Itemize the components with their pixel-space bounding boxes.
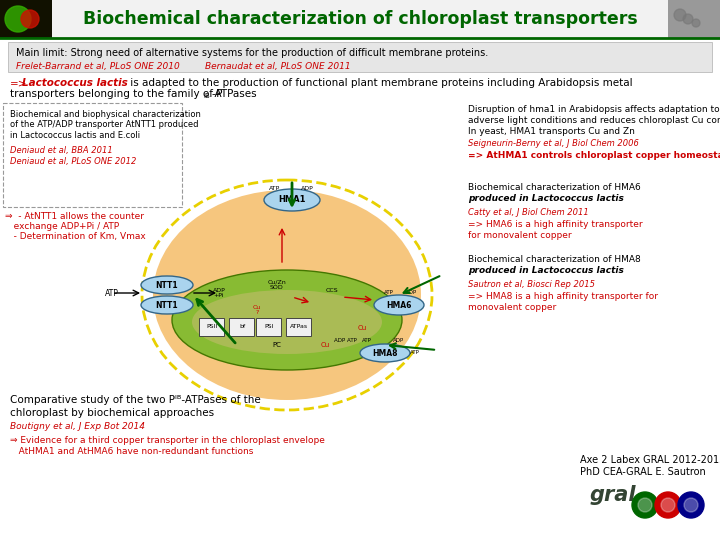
Text: IB: IB <box>203 93 210 99</box>
Text: Biochemical characterization of chloroplast transporters: Biochemical characterization of chloropl… <box>83 10 637 28</box>
Text: -ATPases: -ATPases <box>212 89 258 99</box>
Bar <box>8 42 712 72</box>
Bar <box>0 0 720 38</box>
Text: Cu: Cu <box>357 325 366 331</box>
Text: transporters belonging to the family of P: transporters belonging to the family of … <box>10 89 222 99</box>
Text: ATP: ATP <box>384 291 394 295</box>
Text: HMA6: HMA6 <box>387 300 412 309</box>
Text: is adapted to the production of functional plant membrane proteins including Ara: is adapted to the production of function… <box>127 78 633 88</box>
Text: Sautron et al, Biosci Rep 2015: Sautron et al, Biosci Rep 2015 <box>468 280 595 289</box>
Text: ATP: ATP <box>269 186 281 191</box>
FancyBboxPatch shape <box>286 318 310 335</box>
Circle shape <box>678 492 704 518</box>
Text: Cu/Zn
SOD: Cu/Zn SOD <box>268 280 287 291</box>
Text: produced in Lactococcus lactis: produced in Lactococcus lactis <box>468 194 624 203</box>
Text: ADP: ADP <box>301 186 313 191</box>
Text: AtHMA1 and AtHMA6 have non-redundant functions: AtHMA1 and AtHMA6 have non-redundant fun… <box>10 447 253 456</box>
Text: HMA8: HMA8 <box>372 348 397 357</box>
Bar <box>0 0 52 38</box>
Text: for monovalent copper: for monovalent copper <box>468 231 572 240</box>
Text: adverse light conditions and reduces chloroplast Cu content: adverse light conditions and reduces chl… <box>468 116 720 125</box>
Text: => HMA8 is a high affinity transporter for: => HMA8 is a high affinity transporter f… <box>468 292 658 301</box>
Circle shape <box>674 9 686 21</box>
Text: ATP: ATP <box>362 338 372 342</box>
Text: Disruption of hma1 in Arabidopsis affects adaptation to: Disruption of hma1 in Arabidopsis affect… <box>468 105 719 114</box>
Text: ⇒  - AtNTT1 allows the counter: ⇒ - AtNTT1 allows the counter <box>5 212 144 221</box>
Circle shape <box>684 498 698 512</box>
Circle shape <box>21 10 39 28</box>
Ellipse shape <box>360 344 410 362</box>
Circle shape <box>692 19 700 27</box>
Circle shape <box>655 492 681 518</box>
Text: ADP ATP: ADP ATP <box>333 338 356 342</box>
Ellipse shape <box>141 296 193 314</box>
Text: PhD CEA-GRAL E. Sautron: PhD CEA-GRAL E. Sautron <box>580 467 706 477</box>
Ellipse shape <box>141 276 193 294</box>
Text: Axe 2 Labex GRAL 2012-2015: Axe 2 Labex GRAL 2012-2015 <box>580 455 720 465</box>
Text: Lactococcus lactis: Lactococcus lactis <box>22 78 127 88</box>
Text: => HMA6 is a high affinity transporter: => HMA6 is a high affinity transporter <box>468 220 643 229</box>
Text: Cu: Cu <box>320 342 330 348</box>
Ellipse shape <box>172 270 402 370</box>
Text: chloroplast by biochemical approaches: chloroplast by biochemical approaches <box>10 408 214 418</box>
Text: ADP: ADP <box>406 291 418 295</box>
Text: Catty et al, J Biol Chem 2011: Catty et al, J Biol Chem 2011 <box>468 208 589 217</box>
Text: CCS: CCS <box>325 287 338 293</box>
Text: Seigneurin-Berny et al, J Biol Chem 2006: Seigneurin-Berny et al, J Biol Chem 2006 <box>468 139 639 148</box>
Text: Boutigny et al, J Exp Bot 2014: Boutigny et al, J Exp Bot 2014 <box>10 422 145 431</box>
Text: ATP: ATP <box>105 288 119 298</box>
Text: ⇒ Evidence for a third copper transporter in the chloroplast envelope: ⇒ Evidence for a third copper transporte… <box>10 436 325 445</box>
Ellipse shape <box>374 295 424 315</box>
Circle shape <box>5 6 31 32</box>
Text: =>: => <box>10 78 27 88</box>
Text: bf: bf <box>239 325 245 329</box>
Text: Cu
?: Cu ? <box>253 305 261 315</box>
Ellipse shape <box>264 189 320 211</box>
Circle shape <box>683 14 693 24</box>
Text: Biochemical characterization of HMA6: Biochemical characterization of HMA6 <box>468 183 641 192</box>
Text: exchange ADP+Pi / ATP: exchange ADP+Pi / ATP <box>5 222 119 231</box>
FancyBboxPatch shape <box>199 318 223 335</box>
Circle shape <box>638 498 652 512</box>
Text: HMA1: HMA1 <box>278 195 306 205</box>
Text: ADP
+Pi: ADP +Pi <box>212 288 225 299</box>
Text: Biochemical characterization of HMA8: Biochemical characterization of HMA8 <box>468 255 641 264</box>
Text: NTT1: NTT1 <box>156 280 179 289</box>
Text: PSI: PSI <box>264 325 274 329</box>
Text: PC: PC <box>273 342 282 348</box>
Circle shape <box>632 492 658 518</box>
Text: Main limit: Strong need of alternative systems for the production of difficult m: Main limit: Strong need of alternative s… <box>16 48 488 58</box>
Text: - Determination of Km, Vmax: - Determination of Km, Vmax <box>5 232 145 241</box>
Text: NTT1: NTT1 <box>156 300 179 309</box>
Text: Deniaud et al, PLoS ONE 2012: Deniaud et al, PLoS ONE 2012 <box>10 157 136 166</box>
Circle shape <box>661 498 675 512</box>
Text: In yeast, HMA1 transports Cu and Zn: In yeast, HMA1 transports Cu and Zn <box>468 127 635 136</box>
Text: Frelet-Barrand et al, PLoS ONE 2010: Frelet-Barrand et al, PLoS ONE 2010 <box>16 62 180 71</box>
FancyBboxPatch shape <box>228 318 253 335</box>
Text: Deniaud et al, BBA 2011: Deniaud et al, BBA 2011 <box>10 146 113 155</box>
Text: ATPas: ATPas <box>290 325 308 329</box>
Ellipse shape <box>153 190 421 400</box>
Text: Biochemical and biophysical characterization
of the ATP/ADP transporter AtNTT1 p: Biochemical and biophysical characteriza… <box>10 110 201 140</box>
Text: => AtHMA1 controls chloroplast copper homeostasis: => AtHMA1 controls chloroplast copper ho… <box>468 151 720 160</box>
Bar <box>668 0 720 38</box>
Text: ATP: ATP <box>410 350 420 355</box>
Ellipse shape <box>192 290 382 354</box>
Text: monovalent copper: monovalent copper <box>468 303 557 312</box>
Text: gral: gral <box>590 485 636 505</box>
FancyBboxPatch shape <box>256 318 281 335</box>
Text: ADP: ADP <box>393 338 405 342</box>
Text: Bernaudat et al, PLoS ONE 2011: Bernaudat et al, PLoS ONE 2011 <box>205 62 351 71</box>
Text: PSII: PSII <box>207 325 217 329</box>
Text: Comparative study of the two Pᴵᴮ-ATPases of the: Comparative study of the two Pᴵᴮ-ATPases… <box>10 395 261 405</box>
Text: produced in Lactococcus lactis: produced in Lactococcus lactis <box>468 266 624 275</box>
